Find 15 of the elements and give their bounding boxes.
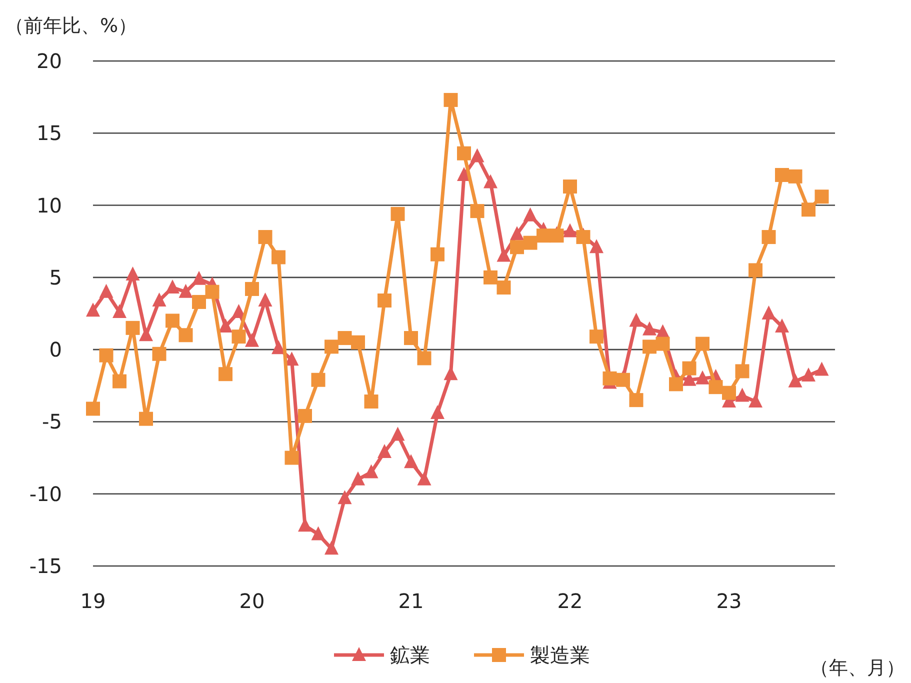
y-tick-label: 15 bbox=[36, 121, 62, 146]
ylabel: （前年比、%） bbox=[5, 15, 138, 37]
x-tick-label: 23 bbox=[716, 589, 742, 613]
x-tick-label: 20 bbox=[239, 589, 265, 613]
y-tick-label: -15 bbox=[29, 554, 62, 578]
y-tick-label: -5 bbox=[42, 410, 62, 434]
y-tick-label: 5 bbox=[49, 265, 62, 290]
y-tick-label: -10 bbox=[29, 482, 62, 506]
y-tick-label: 0 bbox=[49, 338, 62, 362]
y-tick-label: 10 bbox=[36, 193, 62, 218]
x-tick-label: 21 bbox=[398, 589, 424, 613]
x-tick-label: 19 bbox=[80, 589, 106, 613]
annotation: （年、月） bbox=[810, 657, 905, 679]
x-tick-label: 22 bbox=[557, 589, 583, 613]
y-tick-label: 20 bbox=[36, 49, 62, 73]
